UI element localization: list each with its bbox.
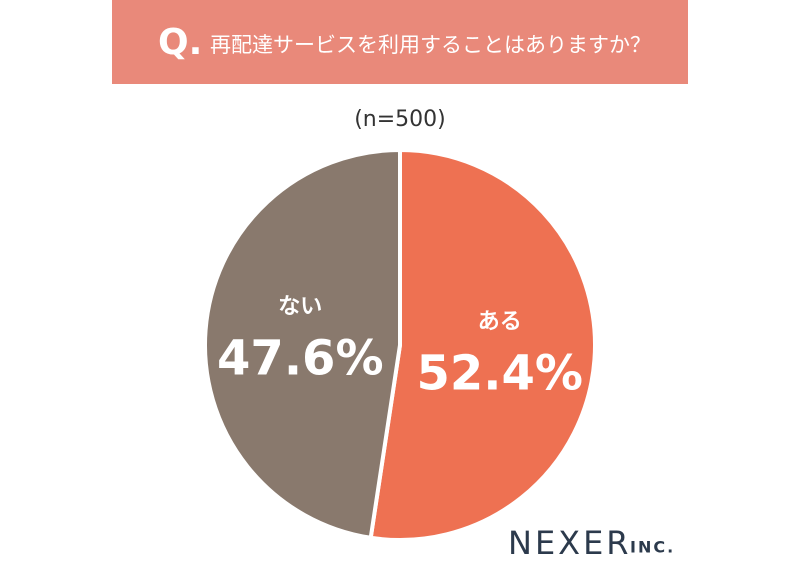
logo-suffix: INC.: [630, 538, 675, 557]
pie: [203, 147, 597, 542]
question-mark: Q.: [158, 22, 202, 63]
chart-subtitle: (n=500): [354, 107, 446, 132]
category-label: ある: [478, 310, 522, 335]
pie-slice: [368, 147, 597, 542]
pie-labels: ある 52.4% ない 47.6%: [217, 294, 583, 401]
value-label: 52.4%: [416, 346, 583, 402]
header-band: [112, 0, 688, 84]
value-label: 47.6%: [217, 330, 384, 386]
logo: NEXER: [508, 524, 632, 562]
category-label: ない: [278, 294, 322, 319]
pie-slice: [203, 147, 402, 541]
chart-title: 再配達サービスを利用することはありますか？: [210, 33, 651, 57]
